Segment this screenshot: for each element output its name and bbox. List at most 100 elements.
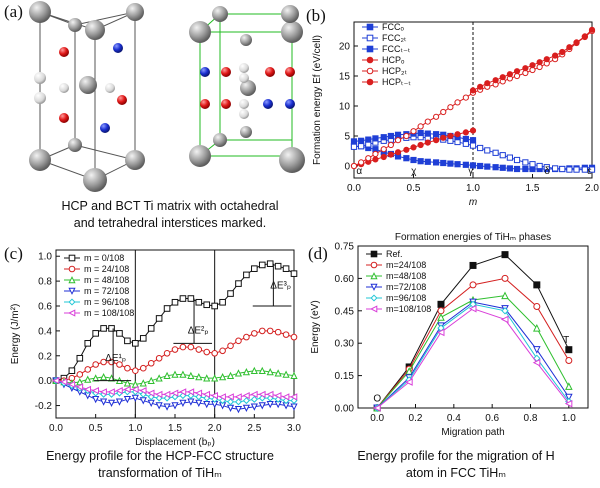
annotation: γ <box>468 166 473 177</box>
data-point <box>274 262 282 270</box>
x-tick-label: 2.0 <box>208 423 222 434</box>
data-point <box>506 71 513 78</box>
legend-marker <box>366 23 374 31</box>
data-point <box>124 337 131 345</box>
data-point <box>499 74 506 81</box>
data-point <box>573 39 580 46</box>
data-point <box>417 123 424 130</box>
data-point <box>211 302 218 310</box>
data-point <box>115 387 123 395</box>
data-point <box>469 127 477 134</box>
x-tick-label: 0.6 <box>485 413 499 424</box>
x-tick-label: 2.0 <box>585 183 599 194</box>
x-axis-label: Migration path <box>441 427 504 438</box>
data-point <box>211 374 219 382</box>
series-line <box>472 29 593 91</box>
data-point <box>424 130 431 137</box>
data-point <box>469 281 477 289</box>
data-point <box>282 331 290 338</box>
data-point <box>171 370 179 378</box>
data-point <box>266 390 274 398</box>
data-point <box>139 364 147 372</box>
data-point <box>403 146 410 153</box>
annotation: ΔE³ₚ <box>270 281 291 292</box>
data-point <box>436 328 445 337</box>
data-point <box>394 137 402 144</box>
series-line <box>376 301 570 409</box>
y-tick-label: -0.2 <box>35 401 53 412</box>
x-tick-label: 1.5 <box>526 183 540 194</box>
data-point <box>501 291 509 300</box>
annotation: T <box>563 335 569 346</box>
data-point <box>234 405 243 414</box>
data-point <box>566 166 573 173</box>
data-point <box>533 323 541 332</box>
data-point <box>492 164 499 171</box>
data-point <box>522 159 529 166</box>
data-point <box>506 165 513 172</box>
data-point <box>350 138 358 145</box>
data-point <box>266 368 274 376</box>
data-point <box>107 388 115 396</box>
data-point <box>234 369 243 377</box>
data-point <box>155 390 163 398</box>
panel-a-label: (a) <box>4 2 23 21</box>
data-point <box>536 59 543 66</box>
panel-c-caption: Energy profile for the HCP-FCC structure… <box>10 448 310 482</box>
y-axis-label: Energy (eV) <box>310 300 321 353</box>
data-point <box>250 390 258 398</box>
y-axis-label: Energy (J/m²) <box>10 304 21 365</box>
data-point <box>372 150 379 158</box>
data-point <box>139 397 147 405</box>
data-point <box>417 129 424 137</box>
y-tick-label: 1.0 <box>38 252 52 263</box>
data-point <box>454 161 461 168</box>
y-tick-label: 0.2 <box>38 351 52 362</box>
data-point <box>163 371 171 379</box>
data-point <box>462 135 469 143</box>
data-point <box>60 378 68 386</box>
data-point <box>350 162 358 170</box>
data-point <box>195 346 203 353</box>
data-point <box>492 77 499 84</box>
data-point <box>440 134 447 141</box>
data-point <box>484 163 491 170</box>
data-point <box>424 158 431 165</box>
data-point <box>179 295 187 302</box>
data-point <box>433 131 440 138</box>
legend-marker <box>370 283 378 291</box>
data-point <box>194 389 203 397</box>
panel-d-caption-line-1: Energy profile for the migration of H <box>357 449 555 463</box>
y-tick-label: 0.0 <box>38 376 52 387</box>
data-point <box>131 385 139 393</box>
data-point <box>163 349 171 357</box>
data-point <box>67 380 76 389</box>
legend-label: m=72/108 <box>386 282 426 292</box>
data-point <box>447 104 454 111</box>
panel-a-caption-line-2: and tetrahedral interstices marked. <box>73 216 267 230</box>
y-tick-label: 0.30 <box>335 339 355 350</box>
data-point <box>227 290 234 297</box>
data-point <box>274 328 282 336</box>
data-point <box>84 366 92 373</box>
data-point <box>99 398 108 406</box>
data-point <box>242 404 251 412</box>
data-point <box>179 388 187 396</box>
panel-a-caption: HCP and BCT Ti matrix with octahedral an… <box>30 198 310 232</box>
data-point <box>258 327 266 335</box>
annotation: ΔE¹ₚ <box>105 353 126 364</box>
data-point <box>433 137 440 144</box>
data-point <box>447 160 454 167</box>
data-point <box>139 335 147 342</box>
panel-c-caption-line-2: transformation of TiHₘ <box>98 466 222 480</box>
data-point <box>179 370 187 378</box>
data-point <box>52 377 60 385</box>
data-point <box>469 162 477 169</box>
y-tick-label: 0.4 <box>38 326 52 337</box>
data-point <box>565 346 573 354</box>
data-point <box>274 391 282 400</box>
data-point <box>132 367 139 375</box>
legend-marker <box>68 254 76 262</box>
data-point <box>100 358 107 366</box>
data-point <box>380 146 387 153</box>
